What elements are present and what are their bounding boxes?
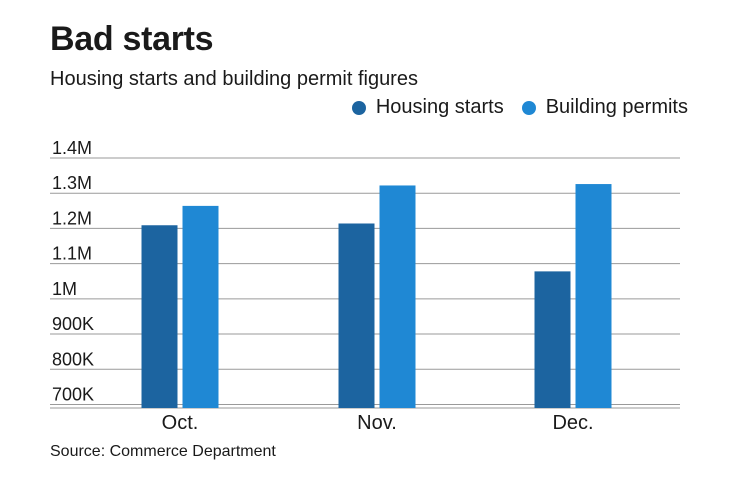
x-tick-label: Nov. bbox=[357, 412, 397, 434]
bar-building-permits-dec bbox=[575, 184, 612, 408]
x-tick-label: Dec. bbox=[552, 412, 593, 434]
y-tick-label: 1.3M bbox=[52, 173, 92, 193]
legend-swatch-housing-starts bbox=[351, 100, 366, 115]
legend-swatch-building-permits bbox=[521, 100, 536, 115]
chart-title: Bad starts bbox=[50, 20, 214, 58]
x-tick-label: Oct. bbox=[162, 412, 199, 434]
y-tick-label: 800K bbox=[52, 349, 94, 369]
chart-subtitle: Housing starts and building permit figur… bbox=[50, 68, 418, 90]
y-tick-label: 1.2M bbox=[52, 208, 92, 228]
bar-housing-starts-dec bbox=[534, 271, 571, 408]
legend-label-housing-starts: Housing starts bbox=[375, 96, 504, 118]
y-tick-label: 700K bbox=[52, 384, 94, 404]
bar-housing-starts-oct bbox=[141, 225, 178, 408]
source-note: Source: Commerce Department bbox=[50, 443, 276, 460]
y-tick-label: 1M bbox=[52, 279, 77, 299]
legend-label-building-permits: Building permits bbox=[545, 96, 688, 118]
legend-item-building-permits: Building permits bbox=[521, 96, 688, 119]
bar-housing-starts-nov bbox=[338, 223, 375, 408]
bar-building-permits-oct bbox=[182, 205, 219, 408]
legend: Housing starts Building permits bbox=[351, 96, 688, 119]
y-tick-label: 900K bbox=[52, 314, 94, 334]
y-tick-label: 1.1M bbox=[52, 244, 92, 264]
bar-building-permits-nov bbox=[379, 185, 416, 408]
legend-item-housing-starts: Housing starts bbox=[351, 96, 504, 119]
y-tick-label: 1.4M bbox=[52, 138, 92, 158]
